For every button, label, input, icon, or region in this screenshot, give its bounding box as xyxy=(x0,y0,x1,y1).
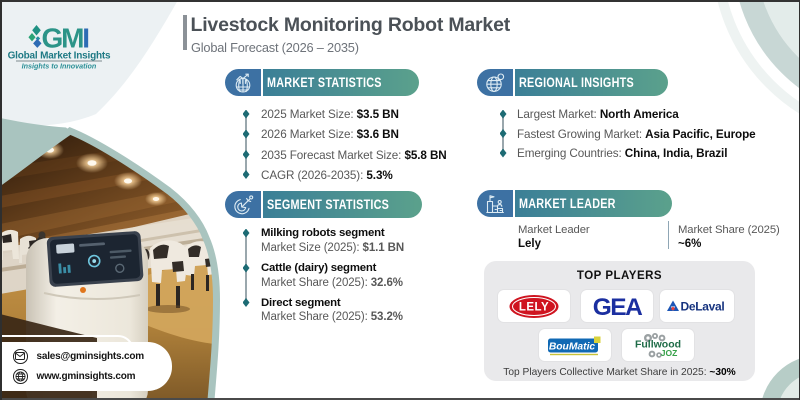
svg-text:BouMatic: BouMatic xyxy=(549,341,596,352)
svg-text:JOZ: JOZ xyxy=(661,348,678,358)
svg-text:DeLaval: DeLaval xyxy=(681,300,725,314)
svg-text:Global Market Insights: Global Market Insights xyxy=(8,51,111,62)
svg-text:GMI: GMI xyxy=(42,23,89,54)
svg-text:Fullwood: Fullwood xyxy=(635,339,681,351)
svg-text:GEA: GEA xyxy=(593,294,643,321)
svg-text:Insights to Innovation: Insights to Innovation xyxy=(22,62,97,71)
svg-text:LELY: LELY xyxy=(519,302,549,314)
